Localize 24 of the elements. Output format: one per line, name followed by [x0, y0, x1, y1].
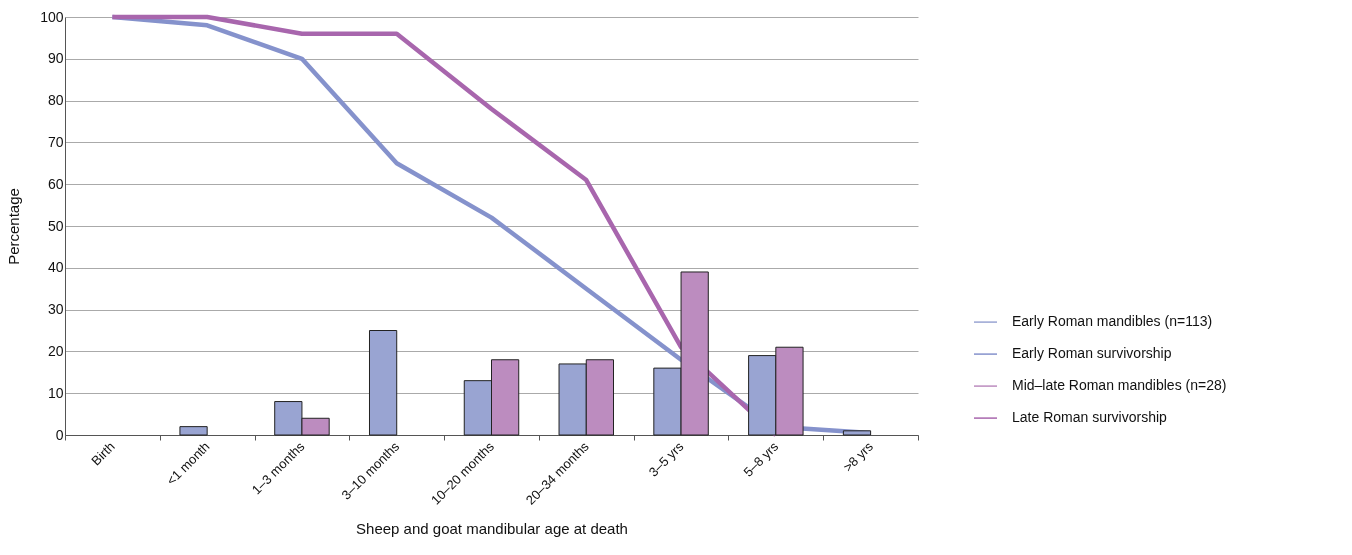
bar — [179, 426, 208, 436]
y-tick-label: 10 — [47, 384, 64, 401]
y-axis-title: Percentage — [5, 188, 23, 265]
legend-label: Early Roman survivorship — [1012, 345, 1172, 362]
x-tick-label: 5–8 yrs — [740, 438, 782, 480]
y-tick-label: 20 — [47, 342, 64, 359]
x-tick-label: >8 yrs — [840, 438, 877, 475]
x-tick-label: 3–5 yrs — [645, 438, 687, 480]
y-tick-label: 30 — [47, 301, 64, 318]
y-tick-label: 0 — [55, 426, 64, 443]
legend-label: Early Roman mandibles (n=113) — [1012, 313, 1213, 330]
y-tick-label: 40 — [47, 259, 64, 276]
y-tick-label: 80 — [47, 92, 64, 109]
legend-label: Late Roman survivorship — [1012, 409, 1168, 426]
y-tick-label: 50 — [47, 217, 64, 234]
bar — [842, 430, 872, 436]
legend-label: Mid–late Roman mandibles (n=28) — [1012, 377, 1227, 394]
y-tick-label: 70 — [47, 133, 64, 150]
y-tick-label: 60 — [47, 175, 64, 192]
x-axis-title: Sheep and goat mandibular age at death — [356, 519, 628, 537]
y-tick-label: 90 — [47, 50, 64, 67]
x-tick-label: Birth — [88, 438, 118, 469]
y-tick-label: 100 — [40, 8, 64, 25]
bar — [368, 330, 398, 436]
